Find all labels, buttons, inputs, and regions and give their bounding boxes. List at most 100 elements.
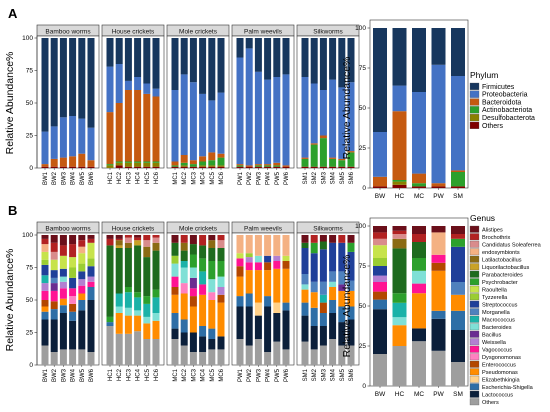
genus-by-sample-legend-swatch-pseudomonas	[469, 368, 480, 376]
phylum-by-sample-strip-label-bamboo-worms: Bamboo worms	[45, 28, 91, 35]
genus-by-sample-bar-pw3-endosymbionts	[254, 235, 262, 256]
genus-by-sample-bar-sm4-alistipes	[329, 235, 337, 243]
genus-by-sample-bar-mc5-dysgonomonas	[208, 292, 216, 300]
phylum-by-sample-bar-pw2-bacteroidota	[245, 165, 253, 167]
phylum-by-sample-bar-hc5-actinobacteriota	[143, 161, 151, 163]
genus-by-group-bar-bw-vagococcus	[373, 282, 387, 292]
genus-by-sample-bar-bw6-alistipes	[87, 235, 95, 239]
genus-by-sample-bar-hc2-parabacteroides	[115, 248, 123, 294]
phylum-by-group-bar-bw-proteobacteria	[373, 132, 387, 177]
genus-by-sample-bar-pw5-vagococcus	[273, 261, 281, 269]
genus-by-group-bar-mc-bacteroides	[412, 270, 426, 284]
phylum-by-sample-bar-hc4-bacteroidota	[134, 90, 142, 162]
phylum-by-sample-bar-mc5-proteobacteria	[208, 100, 216, 153]
genus-by-sample-ytick-label: 0	[29, 362, 33, 369]
phylum-by-sample-bar-bw2-bacteroidota	[50, 158, 58, 167]
genus-by-sample-legend-label-latilactobacillus: Latilactobacillus	[482, 258, 522, 264]
phylum-by-sample-bar-mc3-actinobacteriota	[189, 164, 197, 167]
phylum-by-sample-bar-hc1-desulfobacterota	[106, 165, 114, 168]
genus-by-sample-bar-mc5-others	[208, 349, 216, 365]
genus-by-sample-bar-mc1-tyzzerella	[171, 255, 179, 264]
phylum-by-sample-bar-bw3-others	[59, 166, 67, 168]
phylum-by-sample-legend-swatch-firmicutes	[469, 82, 480, 90]
genus-by-sample-bar-mc3-parabacteroides	[189, 244, 197, 255]
phylum-by-sample-xtick-label: BW4	[71, 171, 77, 185]
genus-by-sample-bar-bw6-vagococcus	[87, 281, 95, 287]
genus-by-sample-bar-hc2-bacteroides	[115, 306, 123, 313]
phylum-by-sample-bar-pw5-actinobacteriota	[273, 165, 281, 167]
genus-by-sample-bar-pw1-enterococcus	[236, 266, 244, 277]
phylum-by-group-bar-mc-proteobacteria	[412, 92, 426, 174]
phylum-by-sample-bar-sm1-firmicutes	[301, 38, 309, 77]
genus-by-sample-bar-sm5-escherichia-shigella	[338, 306, 346, 323]
genus-by-sample-bar-pw5-endosymbionts	[273, 235, 281, 256]
genus-by-sample-bar-bw3-raoultella	[59, 255, 67, 269]
phylum-by-sample-bar-hc6-others	[152, 166, 160, 168]
genus-by-sample-bar-sm3-escherichia-shigella	[319, 313, 327, 326]
genus-by-sample-bar-pw2-pseudomonas	[245, 270, 253, 294]
genus-by-sample-bar-hc5-brochothrix	[143, 235, 151, 241]
genus-by-sample-xtick-label: HC2	[117, 368, 123, 381]
genus-by-sample-xtick-label: HC5	[145, 368, 151, 381]
genus-by-sample-bar-mc3-bacteroides	[189, 267, 197, 278]
genus-by-sample-bar-pw4-others	[264, 352, 272, 365]
phylum-by-group-bar-hc-actinobacteriota	[392, 180, 407, 182]
panel-b-letter: B	[8, 203, 17, 218]
genus-by-group-bar-mc-pseudomonas	[412, 293, 426, 329]
genus-by-sample-bar-mc5-escherichia-shigella	[208, 328, 216, 339]
genus-by-sample-legend-label-streptococcus: Streptococcus	[482, 303, 518, 309]
genus-by-sample-bar-mc5-parabacteroides	[208, 248, 216, 261]
genus-by-sample-legend-label-endosymbionts: endosymbionts	[482, 250, 520, 256]
phylum-by-sample-bar-hc1-proteobacteria	[106, 66, 114, 113]
genus-by-sample-bar-pw1-vagococcus	[236, 258, 244, 267]
genus-by-sample-bar-pw6-pseudomonas	[282, 268, 290, 303]
genus-by-sample-legend-swatch-parabacteroides	[469, 270, 480, 278]
genus-by-group-bar-bw-alistipes	[373, 226, 387, 233]
phylum-by-sample-bar-hc6-bacteroidota	[152, 96, 160, 162]
genus-by-sample-bar-sm3-lactococcus	[319, 326, 327, 346]
phylum-by-sample-bar-hc3-desulfobacterota	[124, 162, 132, 167]
genus-by-sample-legend-swatch-brochothrix	[469, 233, 480, 241]
phylum-by-sample-legend-label-proteobacteria: Proteobacteria	[482, 92, 528, 99]
genus-by-sample-bar-pw2-vagococcus	[245, 262, 253, 271]
genus-by-sample-bar-bw5-raoultella	[78, 253, 86, 264]
genus-by-sample-bar-hc1-others	[106, 326, 114, 365]
phylum-by-sample-xtick-label: MC5	[210, 171, 216, 184]
phylum-by-sample-bar-hc5-desulfobacterota	[143, 162, 151, 167]
genus-by-sample-bar-mc2-lactococcus	[180, 332, 188, 346]
phylum-by-sample-bar-hc2-others	[115, 165, 123, 168]
phylum-by-sample-xtick-label: PW5	[275, 171, 281, 185]
genus-by-sample-xtick-label: SM5	[340, 368, 346, 381]
phylum-by-group-bar-mc-firmicutes	[412, 28, 426, 92]
phylum-by-sample-bar-hc3-others	[124, 166, 132, 168]
genus-by-sample-bar-bw2-alistipes	[50, 235, 58, 243]
genus-by-sample-bar-sm1-escherichia-shigella	[301, 302, 309, 316]
genus-by-sample-bar-mc6-bacteroides	[217, 276, 225, 287]
genus-by-group-bar-pw-lactococcus	[431, 318, 446, 351]
phylum-by-sample-bar-mc1-actinobacteriota	[171, 165, 179, 167]
genus-by-sample-bar-bw4-raoultella	[69, 257, 77, 268]
genus-by-sample-xtick-label: HC6	[154, 368, 160, 381]
phylum-by-sample-bar-sm2-firmicutes	[310, 38, 318, 84]
genus-by-sample-bar-mc6-parabacteroides	[217, 248, 225, 261]
genus-by-group-bar-mc-others	[412, 341, 426, 386]
phylum-by-sample-legend-title: Phylum	[470, 70, 498, 80]
phylum-by-sample-bar-bw6-others	[87, 166, 95, 168]
phylum-by-sample-xtick-label: HC3	[126, 171, 132, 184]
phylum-by-sample-bar-mc6-desulfobacterota	[217, 165, 225, 167]
phylum-by-sample-bar-hc4-others	[134, 166, 142, 168]
genus-by-group-bar-sm-lactococcus	[451, 330, 465, 362]
genus-by-sample-ytick-label: 25	[26, 330, 34, 337]
genus-by-sample-legend-swatch-enterococcus	[469, 360, 480, 368]
genus-by-sample-bar-bw1-vagococcus	[41, 290, 49, 300]
genus-by-sample-legend-title: Genus	[470, 213, 495, 223]
genus-by-sample-legend-swatch-latilactobacillus	[469, 255, 480, 263]
genus-by-sample-bar-pw4-escherichia-shigella	[264, 296, 272, 307]
genus-by-group-xtick-label: PW	[433, 391, 444, 398]
phylum-by-sample-bar-mc6-proteobacteria	[217, 92, 225, 154]
phylum-by-sample-bar-pw5-proteobacteria	[273, 77, 281, 163]
phylum-by-sample-bar-sm3-proteobacteria	[319, 90, 327, 136]
genus-by-sample-strip-label-palm-weevils: Palm weevils	[244, 225, 283, 232]
phylum-by-sample-bar-sm2-others	[310, 166, 318, 168]
